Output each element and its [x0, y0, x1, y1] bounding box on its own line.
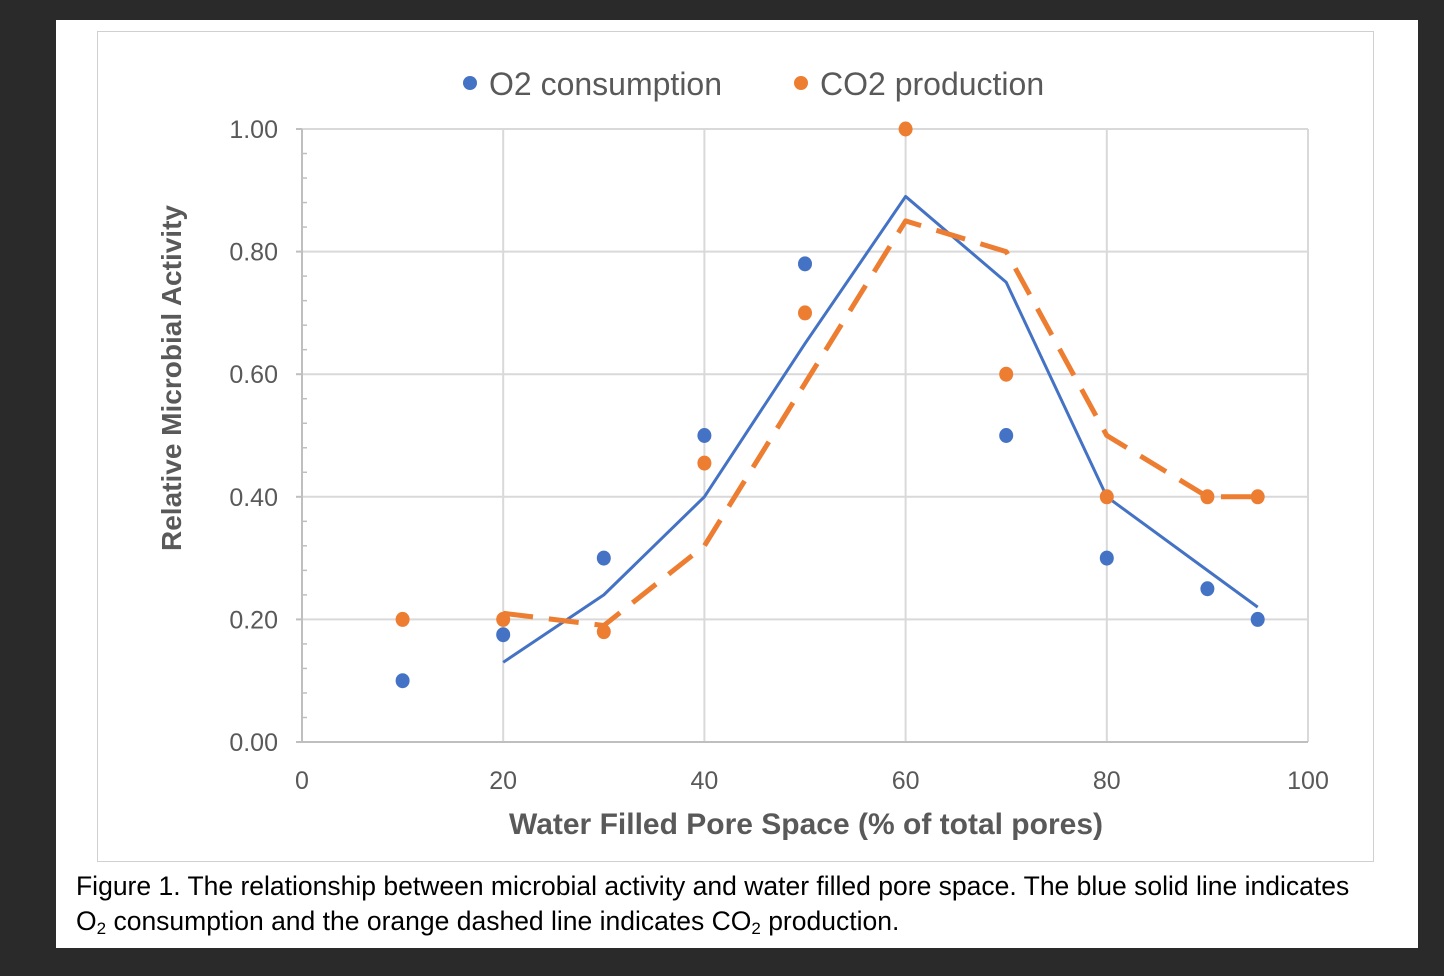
y-tick-label: 0.20	[229, 606, 278, 634]
o2-data-point	[1099, 550, 1114, 566]
x-axis-title: Water Filled Pore Space (% of total pore…	[509, 808, 1103, 841]
y-axis-title: Relative Microbial Activity	[156, 205, 187, 551]
x-tick-label: 60	[892, 767, 920, 795]
caption-subscript: 2	[751, 919, 761, 938]
x-tick-label: 40	[690, 767, 718, 795]
o2-data-point	[798, 256, 812, 272]
o2-data-point	[496, 627, 511, 643]
co2-data-point	[898, 121, 913, 137]
caption-text: production.	[760, 906, 900, 936]
caption-subscript: 2	[96, 919, 107, 938]
legend-label: O2 consumption	[489, 66, 722, 102]
o2-data-point	[596, 550, 611, 566]
co2-data-point	[798, 305, 812, 321]
legend-marker	[463, 76, 477, 90]
legend-label: CO2 production	[820, 66, 1044, 102]
caption-text: Figure 1. The relationship between micro…	[76, 871, 1350, 936]
x-tick-label: 0	[295, 767, 309, 795]
o2-data-point	[395, 673, 410, 689]
o2-data-point	[1200, 581, 1215, 597]
co2-data-point	[596, 624, 611, 640]
co2-data-point	[395, 611, 410, 627]
legend-marker	[794, 76, 808, 90]
y-tick-label: 0.40	[229, 484, 278, 512]
chart-frame	[97, 31, 1374, 862]
y-tick-label: 1.00	[229, 116, 278, 144]
y-tick-label: 0.80	[229, 239, 278, 267]
co2-data-point	[1200, 489, 1215, 505]
x-tick-label: 100	[1287, 767, 1329, 795]
co2-trend-line	[502, 218, 1258, 629]
o2-data-point	[999, 428, 1014, 443]
caption-text: consumption and the orange dashed line i…	[106, 906, 752, 936]
x-tick-label: 80	[1093, 767, 1121, 795]
co2-data-point	[1250, 489, 1265, 505]
o2-data-point	[1250, 611, 1265, 627]
co2-data-point	[496, 611, 511, 627]
x-tick-label: 20	[489, 767, 517, 795]
figure-caption: Figure 1. The relationship between micro…	[76, 869, 1376, 939]
co2-data-point	[999, 366, 1014, 382]
y-tick-label: 0.00	[229, 729, 278, 757]
co2-data-point	[697, 455, 712, 471]
o2-data-point	[697, 428, 712, 443]
y-tick-label: 0.60	[229, 361, 278, 389]
o2-trend-line	[502, 194, 1259, 664]
co2-data-point	[1099, 489, 1114, 505]
